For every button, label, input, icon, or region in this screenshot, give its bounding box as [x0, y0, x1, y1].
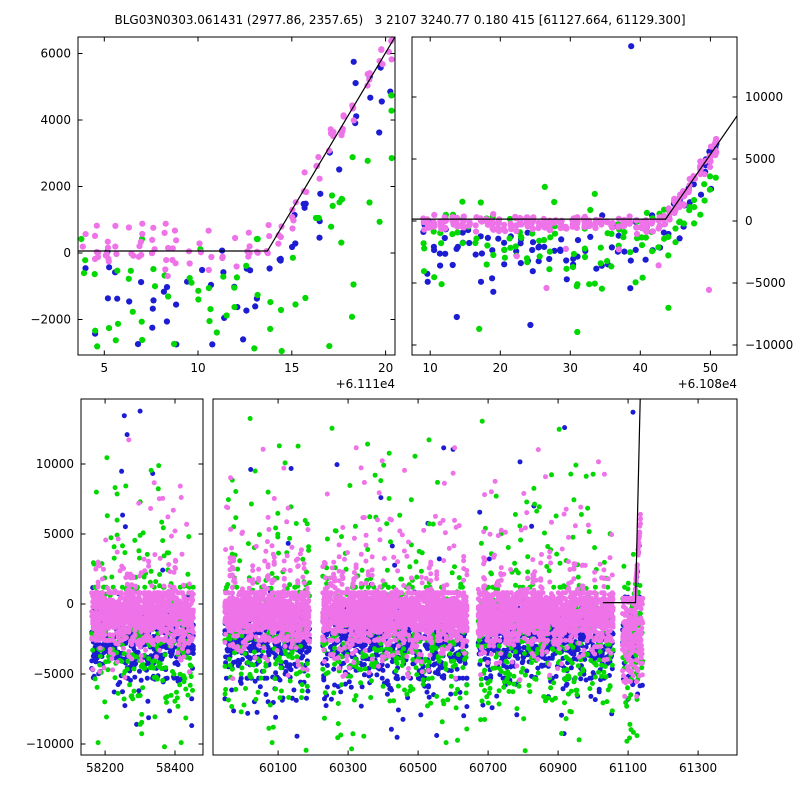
svg-text:15: 15 — [284, 361, 299, 375]
x-axis-offset-label: +6.108e4 — [678, 377, 737, 391]
panel-top_left-scatter — [78, 37, 395, 355]
svg-text:50: 50 — [703, 361, 718, 375]
svg-text:5: 5 — [100, 361, 108, 375]
svg-text:20: 20 — [378, 361, 393, 375]
svg-text:10: 10 — [190, 361, 205, 375]
svg-text:−2000: −2000 — [30, 313, 71, 327]
panel-top_left-frame — [77, 36, 396, 356]
svg-text:5000: 5000 — [745, 152, 776, 166]
svg-text:58200: 58200 — [86, 761, 124, 775]
series-violet — [89, 437, 196, 680]
x-axis-offset-label: +6.111e4 — [336, 377, 395, 391]
panel-bottom_left-scatter — [89, 408, 196, 750]
panel-bottom_left-tick-labels: 58200 58400 10000 5000 0 −5000 −10000 — [26, 457, 194, 775]
svg-text:0: 0 — [745, 214, 753, 228]
model-fit-line — [78, 37, 395, 252]
svg-text:40: 40 — [633, 361, 648, 375]
panel-bottom_right-frame — [212, 398, 738, 756]
series-green — [78, 92, 395, 355]
svg-text:0: 0 — [63, 246, 71, 260]
svg-text:0: 0 — [66, 597, 74, 611]
series-violet — [222, 445, 646, 699]
series-blue — [222, 409, 645, 740]
panel-top_right-ticks — [412, 37, 737, 355]
series-blue — [420, 43, 720, 329]
svg-text:−5000: −5000 — [745, 276, 786, 290]
panel-bottom_right-tick-labels: 60100 60300 60500 60700 60900 61100 61300 — [259, 761, 717, 775]
figure-title: BLG03N0303.061431 (2977.86, 2357.65) 3 2… — [114, 13, 686, 27]
svg-text:10: 10 — [423, 361, 438, 375]
svg-text:58400: 58400 — [156, 761, 194, 775]
svg-text:10000: 10000 — [745, 90, 783, 104]
panel-top_right-tick-labels: 10 20 30 40 50 10000 5000 0 −5000 −10000 — [423, 90, 794, 375]
svg-text:20: 20 — [493, 361, 508, 375]
panel-bottom_left-ticks — [81, 399, 203, 755]
panel-bottom_right-scatter — [222, 409, 646, 754]
svg-text:10000: 10000 — [36, 457, 74, 471]
svg-text:6000: 6000 — [40, 47, 71, 61]
panel-top_left-tick-labels: 5 10 15 20 6000 4000 2000 0 −2000 — [30, 47, 393, 376]
svg-text:−10000: −10000 — [745, 338, 793, 352]
svg-text:5000: 5000 — [43, 527, 74, 541]
svg-text:−5000: −5000 — [33, 667, 74, 681]
panel-bottom_left-frame — [80, 398, 204, 756]
series-violet — [420, 135, 720, 293]
svg-text:−10000: −10000 — [26, 737, 74, 751]
model-fit-line — [602, 399, 641, 604]
model-fit-line — [412, 115, 737, 220]
series-violet — [79, 37, 395, 280]
panel-top_right-frame — [411, 36, 738, 356]
svg-text:30: 30 — [563, 361, 578, 375]
svg-text:2000: 2000 — [40, 180, 71, 194]
series-blue — [82, 58, 394, 348]
svg-text:4000: 4000 — [40, 113, 71, 127]
panel-top_right-scatter — [420, 43, 720, 336]
panel-bottom_right-ticks — [277, 399, 699, 755]
series-green — [420, 173, 719, 336]
panel-top_left-ticks — [78, 37, 395, 355]
